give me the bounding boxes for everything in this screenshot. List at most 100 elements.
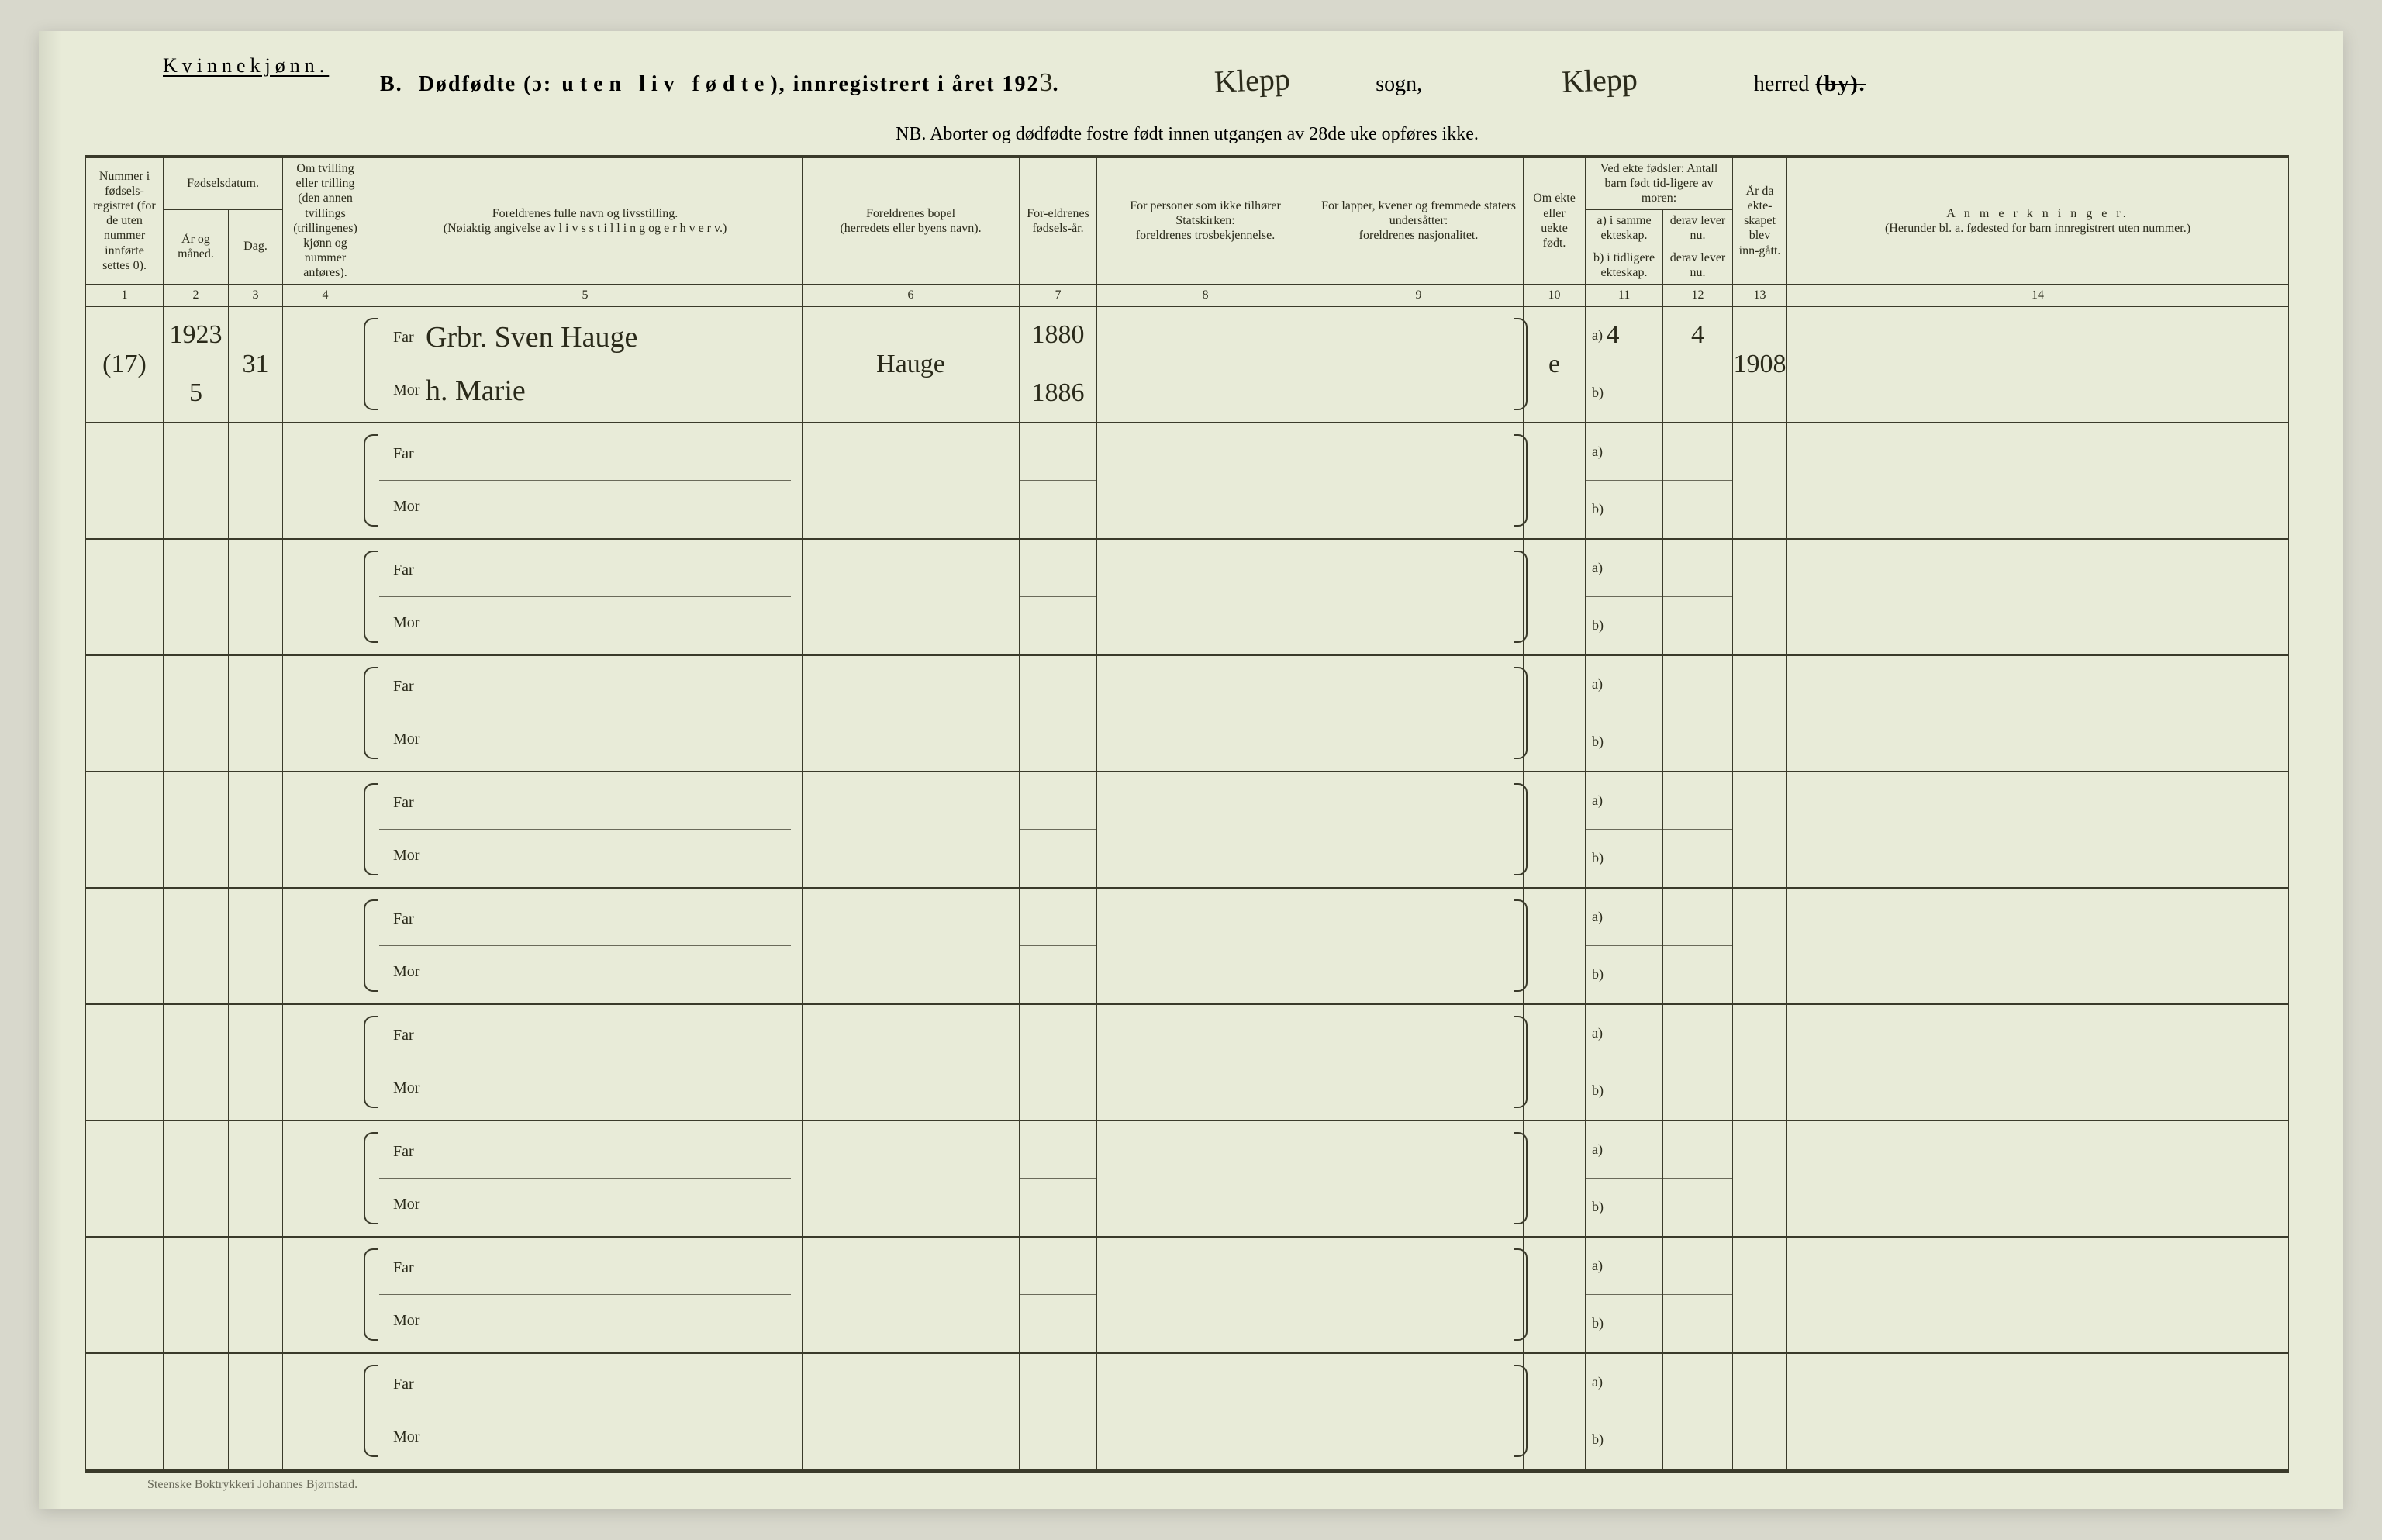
- table-head: Nummer i fødsels-registret (for de uten …: [86, 158, 2289, 306]
- table-row: FarMor a)b): [86, 1237, 2289, 1353]
- cell-twin: [283, 1120, 368, 1237]
- far-label: Far: [379, 1027, 418, 1045]
- label-a: a): [1592, 676, 1603, 692]
- mor-label: Mor: [379, 498, 418, 516]
- cell-twin: [283, 1237, 368, 1353]
- cell-twin: [283, 772, 368, 888]
- cell-day: [229, 655, 283, 772]
- cell-num: [86, 772, 164, 888]
- cell-12: [1663, 1353, 1733, 1469]
- cell-13: [1733, 1237, 1787, 1353]
- cell-year-month: [164, 539, 229, 655]
- col-13-header: År da ekte-skapet blev inn-gått.: [1733, 158, 1787, 284]
- cell-11: a) b): [1586, 539, 1663, 655]
- far-label: Far: [379, 794, 418, 812]
- colnum-14: 14: [1787, 284, 2289, 306]
- cell-year-month: [164, 1120, 229, 1237]
- cell-nasjon: [1314, 306, 1524, 423]
- colnum-13: 13: [1733, 284, 1787, 306]
- cell-twin: [283, 423, 368, 539]
- mor-label: Mor: [379, 382, 418, 399]
- cell-ekte: [1524, 539, 1586, 655]
- label-a: a): [1592, 1258, 1603, 1274]
- cell-parents: FarMor: [368, 888, 803, 1004]
- col-1-header: Nummer i fødsels-registret (for de uten …: [86, 158, 164, 284]
- colnum-12: 12: [1663, 284, 1733, 306]
- entry-year: 1923: [170, 320, 223, 350]
- cell-tros: [1097, 1237, 1314, 1353]
- brace-right-icon: [1514, 1016, 1528, 1107]
- herred-label: herred: [1754, 72, 1810, 97]
- cell-ekte: [1524, 888, 1586, 1004]
- cell-parent-years: 1880 1886: [1020, 306, 1097, 423]
- subtitle: NB. Aborter og dødfødte fostre født inne…: [85, 124, 2289, 145]
- far-name: Grbr. Sven Hauge: [418, 320, 791, 354]
- brace-icon: [364, 434, 378, 526]
- table-row: FarMor a)b): [86, 539, 2289, 655]
- cell-parents: FarMor: [368, 1353, 803, 1469]
- far-label: Far: [379, 329, 418, 347]
- cell-num: [86, 655, 164, 772]
- brace-right-icon: [1514, 1248, 1528, 1340]
- cell-parents: FarMor: [368, 1120, 803, 1237]
- cell-13: [1733, 772, 1787, 888]
- cell-tros: [1097, 772, 1314, 888]
- brace-icon: [364, 667, 378, 758]
- cell-year-month: [164, 888, 229, 1004]
- cell-14: [1787, 655, 2289, 772]
- far-label: Far: [379, 1259, 418, 1277]
- brace-right-icon: [1514, 667, 1528, 758]
- cell-13: [1733, 1353, 1787, 1469]
- cell-14: [1787, 423, 2289, 539]
- cell-nasjon: [1314, 1120, 1524, 1237]
- title-tail: ), innregistrert i året 192: [770, 72, 1039, 97]
- sogn-label: sogn,: [1376, 72, 1422, 97]
- table-body: (17) 1923 5 31 Far: [86, 306, 2289, 1469]
- header: Kvinnekjønn. B. Dødfødte (ɔ: uten liv fø…: [85, 54, 2289, 147]
- cell-year-month: [164, 1353, 229, 1469]
- title-prefix: B.: [380, 72, 403, 97]
- cell-ekte: [1524, 1237, 1586, 1353]
- title-line: B. Dødfødte (ɔ: uten liv fødte ), innreg…: [380, 62, 2258, 98]
- brace-right-icon: [1514, 551, 1528, 642]
- c12a-value: 4: [1691, 320, 1704, 350]
- table-wrap: Nummer i fødsels-registret (for de uten …: [85, 155, 2289, 1473]
- cell-year-month: [164, 1004, 229, 1120]
- entry-day: 31: [243, 350, 269, 378]
- cell-11: a) 4 b): [1586, 306, 1663, 423]
- ekte-value: e: [1548, 350, 1560, 378]
- cell-ekte: [1524, 772, 1586, 888]
- c13-value: 1908: [1734, 350, 1786, 378]
- cell-bopel: [803, 1237, 1020, 1353]
- col-2-group-header: Fødselsdatum.: [164, 158, 283, 209]
- cell-num: (17): [86, 306, 164, 423]
- col-8-header: For personer som ikke tilhører Statskirk…: [1097, 158, 1314, 284]
- cell-num: [86, 1237, 164, 1353]
- cell-bopel: [803, 423, 1020, 539]
- cell-11: a)b): [1586, 423, 1663, 539]
- label-a: a): [1592, 1025, 1603, 1041]
- cell-ekte: [1524, 423, 1586, 539]
- col-2b-header: Dag.: [229, 209, 283, 284]
- cell-bopel: [803, 1353, 1020, 1469]
- ledger-table: Nummer i fødsels-registret (for de uten …: [85, 158, 2289, 1470]
- herred-handwritten: Klepp: [1561, 60, 1638, 99]
- col-5-header-sub: (Nøiaktig angivelse av l i v s s t i l l…: [373, 221, 797, 236]
- cell-13: [1733, 655, 1787, 772]
- mor-label: Mor: [379, 847, 418, 865]
- colnum-4: 4: [283, 284, 368, 306]
- entry-month: 5: [189, 378, 202, 408]
- cell-parent-years: [1020, 1004, 1097, 1120]
- cell-parent-years: [1020, 888, 1097, 1004]
- cell-12: [1663, 772, 1733, 888]
- brace-icon: [364, 1132, 378, 1224]
- label-a: a): [1592, 560, 1603, 576]
- mor-label: Mor: [379, 1428, 418, 1446]
- far-year: 1880: [1032, 320, 1085, 350]
- label-b: b): [1592, 617, 1604, 634]
- cell-bopel: [803, 539, 1020, 655]
- far-label: Far: [379, 561, 418, 579]
- cell-13: [1733, 888, 1787, 1004]
- cell-num: [86, 423, 164, 539]
- ledger-page: Kvinnekjønn. B. Dødfødte (ɔ: uten liv fø…: [39, 31, 2343, 1509]
